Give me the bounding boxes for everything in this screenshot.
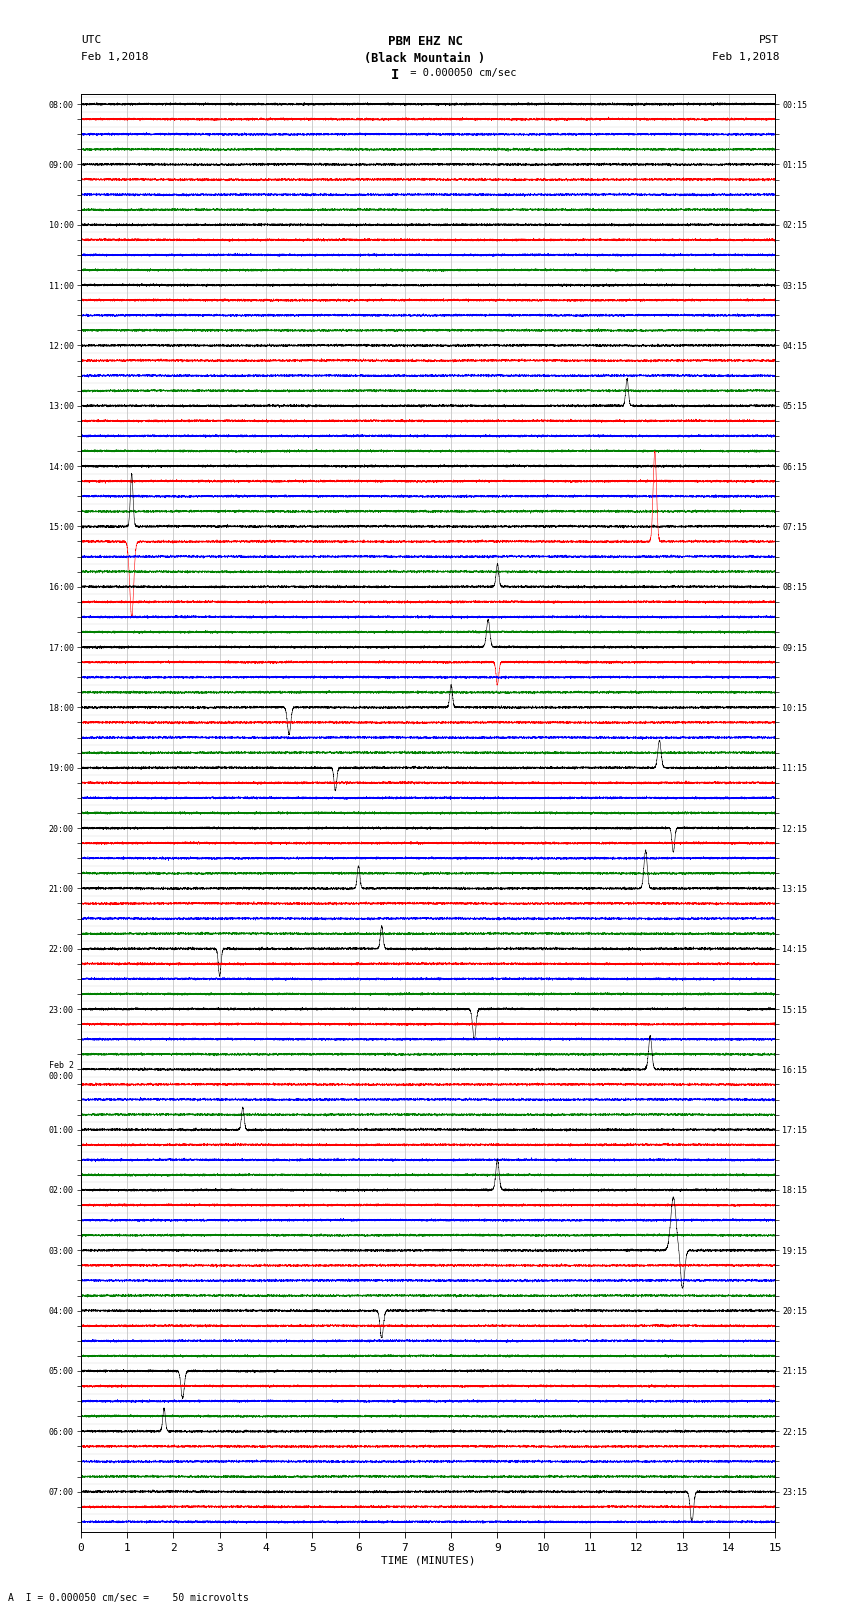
Text: I: I	[391, 68, 399, 82]
Text: Feb 1,2018: Feb 1,2018	[712, 52, 779, 61]
Text: (Black Mountain ): (Black Mountain )	[365, 52, 485, 65]
Text: PST: PST	[759, 35, 779, 45]
Text: UTC: UTC	[81, 35, 101, 45]
Text: PBM EHZ NC: PBM EHZ NC	[388, 35, 462, 48]
Text: = 0.000050 cm/sec: = 0.000050 cm/sec	[404, 68, 516, 77]
Text: Feb 1,2018: Feb 1,2018	[81, 52, 148, 61]
X-axis label: TIME (MINUTES): TIME (MINUTES)	[381, 1555, 475, 1566]
Text: A  I = 0.000050 cm/sec =    50 microvolts: A I = 0.000050 cm/sec = 50 microvolts	[8, 1594, 249, 1603]
